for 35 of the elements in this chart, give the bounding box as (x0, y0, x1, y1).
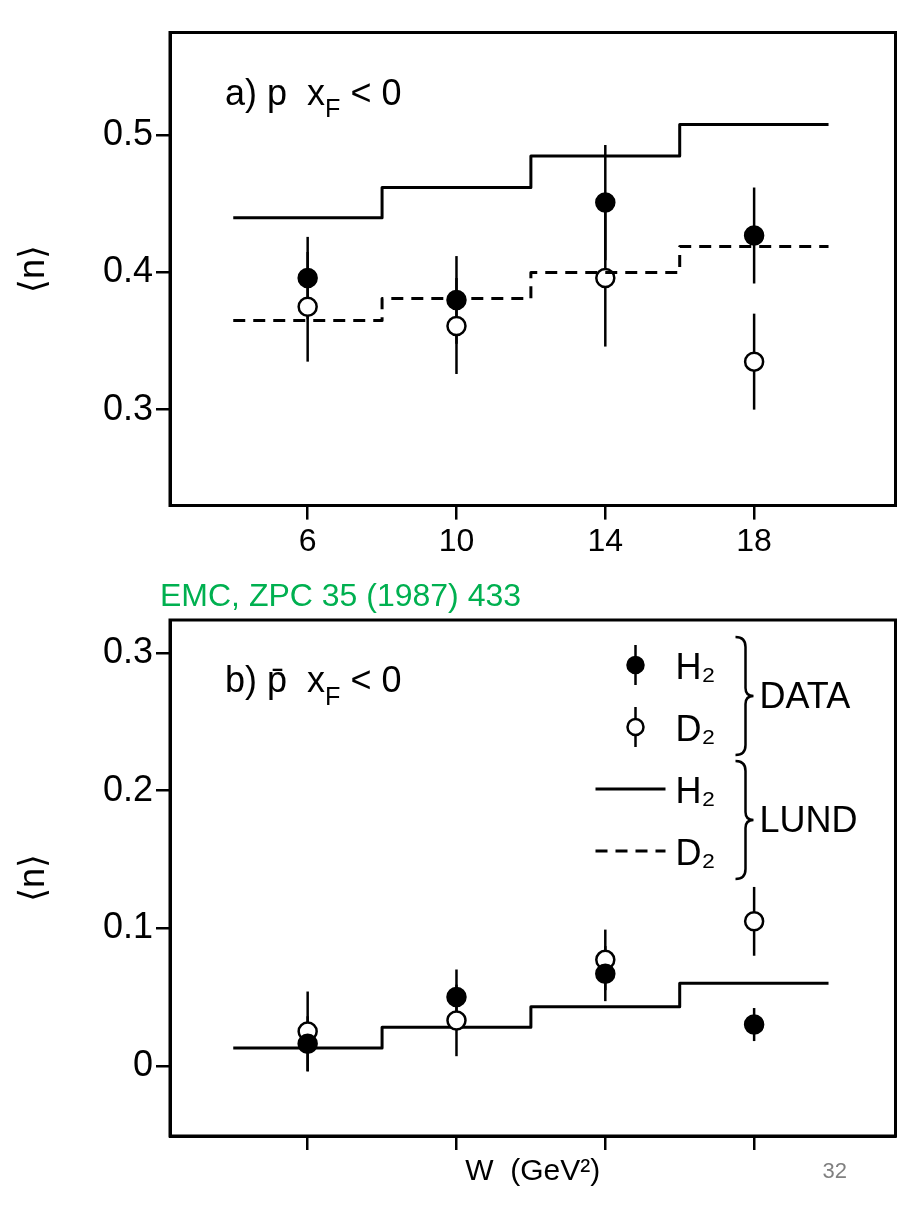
y-tick-label: 0 (132, 1042, 153, 1084)
x-tick-label: 18 (736, 521, 772, 558)
point (297, 296, 318, 318)
annotation: DATA (759, 674, 851, 716)
point (595, 267, 616, 289)
annotation: LUND (759, 798, 858, 840)
point (743, 1014, 765, 1035)
point (595, 192, 616, 213)
y-axis-title: ⟨n⟩ (10, 853, 52, 903)
x-axis-title: W (GeV²) (465, 1153, 601, 1187)
x-tick-label: 14 (587, 521, 624, 558)
point (446, 315, 467, 337)
point (446, 986, 467, 1008)
point (743, 911, 765, 932)
y-tick-label: 0.3 (102, 386, 153, 428)
legend-label: H₂ (675, 645, 716, 687)
point (595, 963, 616, 984)
y-axis-title: ⟨n⟩ (10, 245, 52, 294)
y-tick-label: 0.5 (102, 112, 153, 154)
legend-label: D₂ (675, 707, 716, 749)
x-tick-label: 6 (298, 521, 317, 558)
y-tick-label: 0.2 (102, 767, 153, 809)
text: 32 (822, 1158, 847, 1183)
text: EMC, ZPC 35 (1987) 433 (160, 577, 522, 613)
point (743, 351, 765, 372)
y-tick-label: 0.1 (102, 905, 153, 947)
legend-label: D₂ (675, 831, 716, 873)
point (743, 225, 765, 246)
x-tick-label: 10 (438, 521, 475, 558)
y-tick-label: 0.3 (102, 629, 153, 671)
point (297, 1033, 318, 1055)
point (446, 1010, 467, 1031)
y-tick-label: 0.4 (102, 249, 153, 291)
legend-label: H₂ (675, 769, 716, 811)
point (297, 267, 318, 289)
